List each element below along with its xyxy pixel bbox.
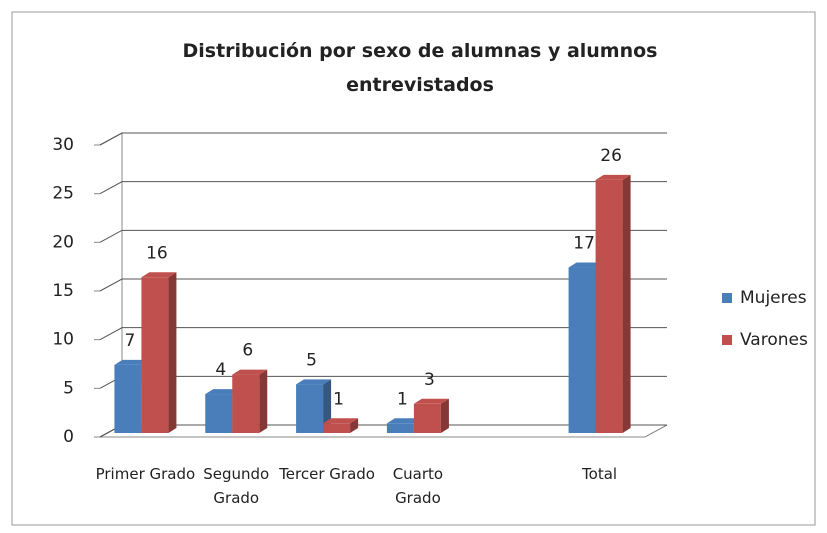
bar-side xyxy=(168,272,177,433)
bar-top xyxy=(323,418,359,424)
chart-border xyxy=(11,11,816,526)
legend-label: Varones xyxy=(740,330,808,350)
value-label: 1 xyxy=(397,389,408,409)
bar xyxy=(114,364,142,433)
bar-top xyxy=(568,262,604,268)
x-tick-label: Tercer Grado xyxy=(279,465,375,483)
legend-swatch xyxy=(722,335,732,345)
bar-top xyxy=(296,379,332,385)
bar-side xyxy=(622,174,631,433)
bar xyxy=(386,423,414,433)
value-label: 5 xyxy=(306,350,317,370)
bar-top xyxy=(114,359,150,365)
bar xyxy=(595,179,623,433)
grid-line xyxy=(99,132,667,146)
y-tick-label: 25 xyxy=(52,184,74,204)
chart-title: Distribución por sexo de alumnas y alumn… xyxy=(182,40,658,96)
value-label: 26 xyxy=(600,146,622,166)
bar-side xyxy=(350,418,359,433)
bar xyxy=(413,403,441,433)
bar-top xyxy=(205,389,241,395)
value-label: 17 xyxy=(573,234,595,254)
bar-top xyxy=(386,418,422,424)
bar xyxy=(296,384,324,433)
bar-side xyxy=(259,369,268,433)
y-tick-label: 30 xyxy=(52,135,74,155)
bar xyxy=(232,374,260,433)
bar xyxy=(323,423,351,433)
bar xyxy=(141,277,169,433)
y-tick-label: 15 xyxy=(52,281,74,301)
value-label: 16 xyxy=(146,243,168,263)
x-tick-label: Total xyxy=(582,465,618,483)
y-tick-label: 5 xyxy=(63,378,74,398)
value-label: 4 xyxy=(215,360,226,380)
value-label: 7 xyxy=(125,331,136,351)
grid-line xyxy=(99,327,667,341)
value-label: 6 xyxy=(242,341,253,361)
y-tick-label: 10 xyxy=(52,330,74,350)
bar xyxy=(568,267,596,433)
y-tick-label: 20 xyxy=(52,232,74,252)
x-tick-label: Cuarto Grado xyxy=(392,465,444,507)
legend-swatch xyxy=(722,293,732,303)
grid-line xyxy=(99,229,667,243)
x-tick-label: Segundo Grado xyxy=(203,465,270,507)
bar-top xyxy=(595,174,631,180)
bar-top xyxy=(232,369,268,375)
bar-side xyxy=(440,398,449,433)
bar-top xyxy=(413,398,449,404)
y-tick-label: 0 xyxy=(63,427,74,447)
grid-line xyxy=(99,278,667,292)
bar-top xyxy=(141,272,177,278)
legend-label: Mujeres xyxy=(740,288,807,308)
bar xyxy=(205,394,233,433)
x-tick-label: Primer Grado xyxy=(95,465,196,483)
grid-line xyxy=(99,181,667,195)
value-label: 3 xyxy=(424,370,435,390)
value-label: 1 xyxy=(333,389,344,409)
